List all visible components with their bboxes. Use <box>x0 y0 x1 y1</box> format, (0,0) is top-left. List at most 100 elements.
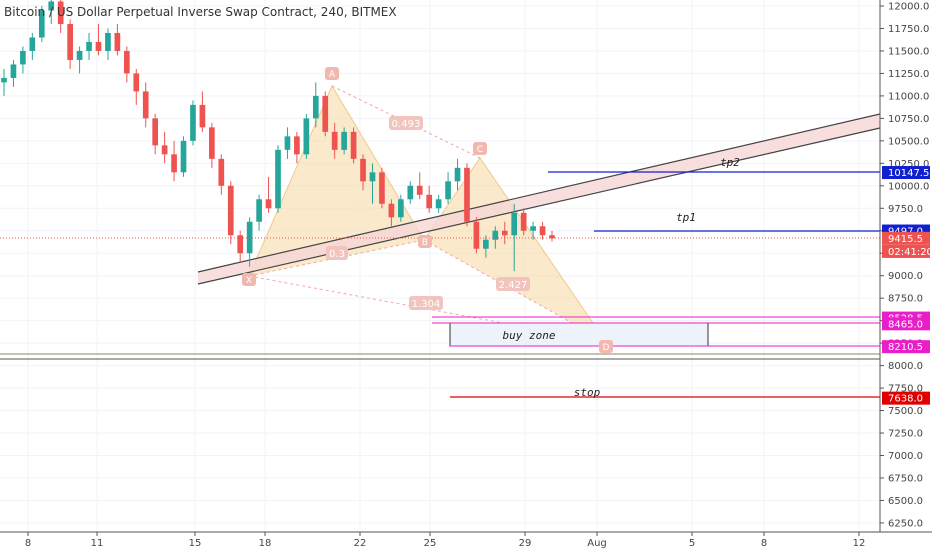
point-label-a: A <box>329 70 336 80</box>
price-badges: 10147.59497.09415.502:41:208528.58465.08… <box>882 166 932 405</box>
price-badge-label: 10147.5 <box>888 168 929 179</box>
candle-body <box>256 199 262 222</box>
candle-body <box>171 154 177 173</box>
x-tick-label: 22 <box>354 538 367 549</box>
price-badge <box>882 231 930 245</box>
candle-body <box>190 104 196 141</box>
candle-body <box>199 104 206 128</box>
y-tick-label: 6750.0 <box>888 473 923 484</box>
candle-body <box>520 212 527 231</box>
candle-body <box>67 23 73 60</box>
candle-body <box>407 185 414 200</box>
candle-body <box>246 221 253 254</box>
ratio-label-xb: 0.3 <box>329 249 345 260</box>
candle-body <box>530 226 536 231</box>
ratio-label-ac: 0.493 <box>392 119 421 130</box>
candle-body <box>435 199 442 209</box>
candle-body <box>265 199 272 209</box>
candle-body <box>95 41 102 51</box>
price-badge-label: 7638.0 <box>888 394 923 405</box>
candle-body <box>473 221 480 249</box>
candle-body <box>369 172 376 182</box>
candle-body <box>38 10 45 38</box>
point-label-x: X <box>246 276 252 286</box>
candle-body <box>218 158 225 186</box>
point-label-b: B <box>422 238 428 248</box>
y-tick-label: 11750.0 <box>888 24 929 35</box>
y-tick-label: 7250.0 <box>888 429 923 440</box>
x-tick-label: 25 <box>424 538 437 549</box>
y-tick-label: 10750.0 <box>888 114 929 125</box>
candle-body <box>209 127 215 159</box>
price-badge-label: 9415.5 <box>888 234 923 245</box>
rising-channel[interactable] <box>197 113 881 285</box>
candle-body <box>275 149 281 209</box>
candle-body <box>10 64 17 78</box>
channel-upper-line[interactable] <box>197 113 881 273</box>
tp2-annotation: tp2 <box>720 156 740 169</box>
x-tick-label: 8 <box>761 538 767 549</box>
candle-body <box>133 73 140 92</box>
x-tick-label: Aug <box>587 538 607 549</box>
candle-body <box>445 181 451 200</box>
y-tick-label: 11500.0 <box>888 46 929 57</box>
point-label-d: D <box>603 343 610 353</box>
candle-body <box>331 131 338 150</box>
candle-body <box>539 226 546 236</box>
time-axis[interactable]: 8 11 15 18 22 25 29 Aug 5 8 12 <box>25 532 866 549</box>
candle-body <box>1 77 7 83</box>
price-badge-label: 8210.5 <box>888 342 923 353</box>
candle-body <box>454 167 461 182</box>
candle-body <box>464 167 470 222</box>
y-tick-label: 8750.0 <box>888 294 923 305</box>
x-tick-label: 18 <box>259 538 272 549</box>
candle-body <box>312 95 319 119</box>
candle-body <box>549 235 555 239</box>
x-tick-label: 8 <box>25 538 31 549</box>
ratio-label-xd: 1.304 <box>412 299 441 310</box>
price-badge <box>882 340 930 354</box>
candle-body <box>322 95 329 132</box>
candle-body <box>57 1 64 24</box>
candle-body <box>180 140 187 173</box>
candle-body <box>294 136 300 155</box>
y-tick-label: 6500.0 <box>888 496 923 507</box>
candle-body <box>492 230 499 240</box>
price-badge <box>882 317 930 331</box>
price-badge-label: 02:41:20 <box>888 247 932 258</box>
candle-body <box>426 194 433 209</box>
chart-title: Bitcoin / US Dollar Perpetual Inverse Sw… <box>4 5 397 19</box>
price-badge-label: 8465.0 <box>888 319 923 330</box>
y-tick-label: 12000.0 <box>888 2 929 13</box>
candle-body <box>511 212 518 236</box>
candle-body <box>341 131 347 150</box>
candle-body <box>237 235 244 254</box>
candle-body <box>161 145 168 155</box>
point-label-c: C <box>477 145 483 155</box>
y-tick-label: 10250.0 <box>888 159 929 170</box>
y-tick-label: 10000.0 <box>888 181 929 192</box>
harmonic-xab-triangle <box>249 86 424 276</box>
buy-zone-annotation: buy zone <box>503 329 556 342</box>
y-tick-label: 11250.0 <box>888 69 929 80</box>
candle-body <box>105 32 111 51</box>
candle-body <box>416 185 423 195</box>
candle-body <box>284 136 291 150</box>
y-tick-label: 8000.0 <box>888 361 923 372</box>
candle-body <box>397 199 404 218</box>
candle-body <box>303 118 310 155</box>
channel-lower-line[interactable] <box>197 127 881 285</box>
y-tick-label: 9750.0 <box>888 204 923 215</box>
candle-body <box>483 239 489 249</box>
candle-body <box>123 50 130 74</box>
y-tick-label: 10500.0 <box>888 136 929 147</box>
x-tick-label: 5 <box>689 538 695 549</box>
candle-body <box>152 118 159 146</box>
candle-body <box>20 50 26 65</box>
y-tick-label: 9000.0 <box>888 271 923 282</box>
price-badge <box>882 244 930 258</box>
ratio-label-bd: 2.427 <box>499 280 528 291</box>
buy-zone-box[interactable] <box>449 322 709 347</box>
y-tick-label: 7000.0 <box>888 451 923 462</box>
